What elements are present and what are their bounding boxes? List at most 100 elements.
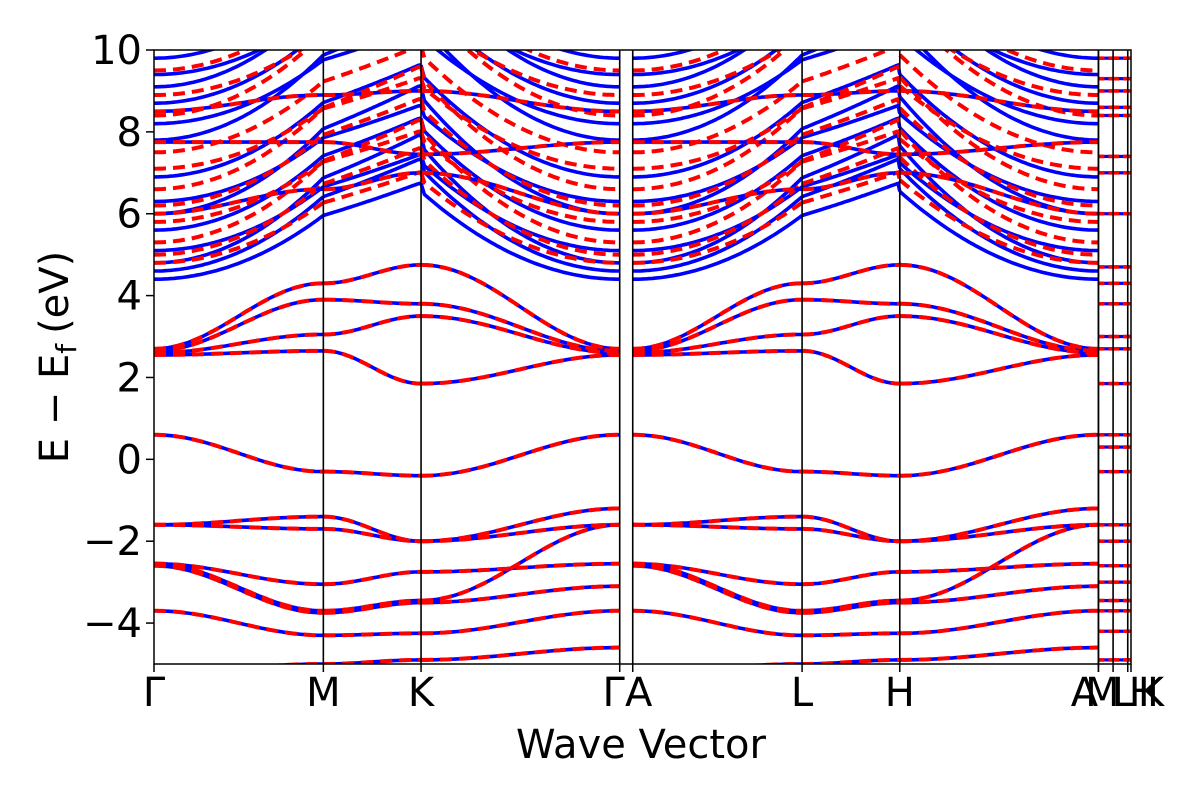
band-line-red xyxy=(421,645,620,662)
band-line-blue xyxy=(420,263,620,351)
band-line-blue xyxy=(442,50,620,142)
band-line-red xyxy=(323,262,421,286)
band-line-red xyxy=(898,53,1099,155)
band-line-red xyxy=(154,281,324,351)
band-line-blue xyxy=(801,156,902,199)
band-line-blue xyxy=(154,154,325,232)
band-line-red xyxy=(802,88,900,97)
band-line-red xyxy=(632,432,803,474)
band-line-blue xyxy=(419,64,620,179)
band-line-blue xyxy=(322,153,421,189)
band-line-red xyxy=(323,88,421,97)
band-line-blue xyxy=(154,195,325,273)
band-line-blue xyxy=(801,132,902,180)
band-line-red xyxy=(154,297,324,353)
band-line-blue xyxy=(322,181,421,218)
x-tick-label: L xyxy=(791,670,814,716)
band-line-blue xyxy=(898,167,1099,273)
band-line-blue xyxy=(632,50,696,60)
band-line-red xyxy=(322,76,421,111)
band-line-blue xyxy=(898,73,1099,179)
band-line-blue xyxy=(154,50,269,89)
band-line-blue xyxy=(989,50,1099,77)
band-line-red xyxy=(421,301,620,353)
band-line-red xyxy=(523,50,620,73)
band-line-blue xyxy=(322,103,421,140)
band-line-blue xyxy=(801,152,902,189)
y-tick-label: 6 xyxy=(117,192,142,238)
band-line-red xyxy=(632,160,804,224)
band-line-red xyxy=(323,526,421,544)
x-tick-label: K xyxy=(1138,670,1166,716)
band-line-red xyxy=(899,301,1099,353)
band-line-red xyxy=(802,631,900,638)
band-line-red xyxy=(154,106,325,171)
band-line-red xyxy=(322,170,421,205)
band-line-blue xyxy=(154,50,301,105)
band-line-red xyxy=(154,608,324,638)
y-tick-label: 10 xyxy=(91,28,142,74)
band-line-red xyxy=(154,187,324,216)
band-line-blue xyxy=(323,0,421,2)
band-line-red xyxy=(802,569,900,587)
band-line-blue xyxy=(898,190,1099,281)
band-line-blue xyxy=(898,144,1099,265)
band-line-red xyxy=(802,314,900,337)
band-line-red xyxy=(323,600,421,615)
band-line-blue xyxy=(801,181,902,218)
band-line-blue xyxy=(322,50,361,62)
band-line-red xyxy=(802,5,900,35)
band-line-blue xyxy=(632,50,748,89)
band-line-red xyxy=(154,160,325,224)
band-line-red xyxy=(899,522,1099,544)
band-line-blue xyxy=(632,154,804,232)
band-line-red xyxy=(898,178,1099,265)
band-line-red xyxy=(802,600,900,615)
band-line-red xyxy=(801,129,902,164)
y-tick-label: −4 xyxy=(83,601,142,647)
band-line-red xyxy=(266,662,324,664)
band-line-red xyxy=(323,348,421,386)
band-line-red xyxy=(632,563,803,615)
band-line-red xyxy=(420,522,620,603)
band-line-red xyxy=(802,262,900,286)
band-line-red xyxy=(154,133,325,208)
band-line-blue xyxy=(504,50,620,89)
band-line-blue xyxy=(322,63,421,105)
y-axis-label-main: E − E xyxy=(32,354,78,464)
band-line-red xyxy=(632,50,788,118)
band-line-red xyxy=(421,561,620,574)
band-line-red xyxy=(419,171,620,265)
band-line-blue xyxy=(322,116,421,158)
band-line-red xyxy=(323,569,421,587)
y-tick-label: 8 xyxy=(117,110,142,156)
band-line-red xyxy=(420,50,620,155)
band-line-red xyxy=(154,50,309,118)
kpoint-lines xyxy=(322,50,1129,664)
y-axis-ticks: 10 8 6 4 2 0 −2 −4 xyxy=(83,28,154,647)
band-line-red xyxy=(632,50,729,73)
band-line-red xyxy=(154,159,325,245)
band-line-red xyxy=(899,584,1099,605)
band-line-red xyxy=(943,50,1099,118)
band-line-red xyxy=(632,50,783,97)
x-tick-label: H xyxy=(1129,670,1159,716)
band-line-red xyxy=(154,200,325,265)
x-tick-label: A xyxy=(625,670,653,716)
band-line-red xyxy=(632,608,803,638)
x-tick-label: Γ xyxy=(603,670,626,716)
x-tick-label: Γ xyxy=(143,670,166,716)
band-line-red xyxy=(632,200,804,265)
band-line-red xyxy=(632,297,803,353)
band-line-red xyxy=(802,297,900,306)
band-line-red xyxy=(323,297,421,306)
band-line-blue xyxy=(749,662,803,664)
x-tick-label: L xyxy=(1112,670,1135,716)
band-line-red xyxy=(802,469,900,478)
band-line-blue xyxy=(801,50,820,57)
band-line-blue xyxy=(632,58,804,126)
band-line-blue xyxy=(802,0,900,29)
band-line-blue xyxy=(154,101,325,179)
band-line-red xyxy=(632,79,804,155)
